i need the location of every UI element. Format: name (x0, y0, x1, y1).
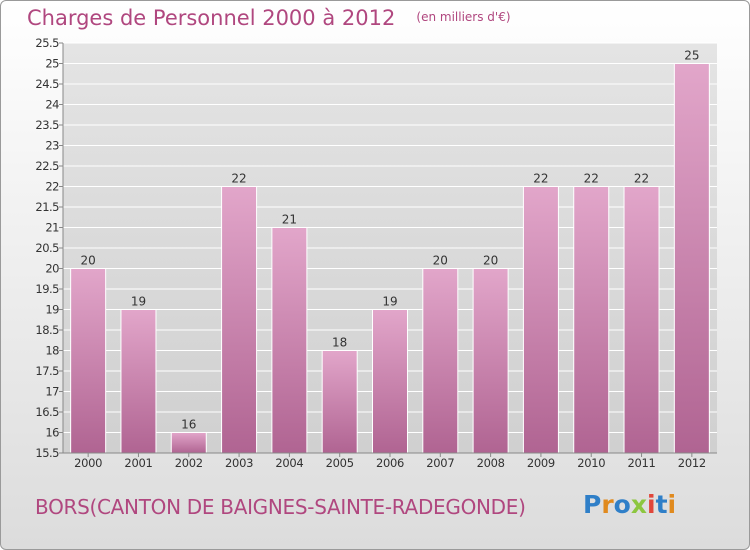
data-label: 22 (231, 172, 246, 186)
y-tick-label: 17.5 (35, 364, 59, 378)
brand-letter: t (655, 490, 668, 519)
brand-letter: o (613, 490, 631, 519)
y-tick-label: 22.5 (35, 159, 59, 173)
y-tick-label: 24.5 (35, 77, 59, 91)
y-tick-label: 22 (45, 180, 59, 194)
data-label: 16 (181, 418, 196, 432)
y-tick-label: 24 (45, 98, 59, 112)
bar (170, 432, 207, 454)
bar (673, 63, 710, 454)
x-tick-label: 2011 (627, 456, 655, 470)
bar (221, 186, 258, 454)
data-label: 20 (433, 254, 448, 268)
brand-letter: i (667, 490, 677, 519)
data-label: 22 (584, 172, 599, 186)
data-label: 21 (282, 213, 297, 227)
y-tick-label: 21.5 (35, 200, 59, 214)
y-tick-label: 16 (45, 426, 59, 440)
bar (70, 268, 107, 454)
data-label: 18 (332, 336, 347, 350)
y-tick-label: 23.5 (35, 118, 59, 132)
bar (623, 186, 660, 454)
data-label: 22 (533, 172, 548, 186)
data-label: 20 (483, 254, 498, 268)
x-tick-label: 2009 (527, 456, 555, 470)
x-tick-label: 2002 (175, 456, 203, 470)
y-tick-label: 21 (45, 221, 59, 235)
bar (422, 268, 459, 454)
y-tick-label: 18.5 (35, 323, 59, 337)
y-tick-label: 25.5 (35, 36, 59, 50)
chart-title: Charges de Personnel 2000 à 2012 (27, 6, 396, 30)
x-tick-label: 2010 (577, 456, 605, 470)
x-tick-label: 2012 (678, 456, 706, 470)
x-tick-label: 2006 (376, 456, 404, 470)
bar (472, 268, 509, 454)
data-label: 19 (382, 295, 397, 309)
bar (120, 309, 157, 454)
y-tick-label: 19 (45, 303, 59, 317)
x-tick-label: 2000 (74, 456, 102, 470)
y-tick-label: 23 (45, 139, 59, 153)
data-label: 19 (131, 295, 146, 309)
y-tick-label: 19.5 (35, 282, 59, 296)
brand-letter: i (647, 490, 656, 519)
x-tick-label: 2003 (225, 456, 253, 470)
x-tick-label: 2004 (275, 456, 303, 470)
x-tick-label: 2001 (124, 456, 152, 470)
y-tick-label: 15.5 (35, 446, 59, 460)
brand-letter: P (583, 490, 602, 519)
brand-letter: r (601, 490, 614, 519)
bar (271, 227, 308, 454)
x-tick-label: 2007 (426, 456, 454, 470)
y-tick-label: 17 (45, 385, 59, 399)
data-label: 20 (81, 254, 96, 268)
title-row: Charges de Personnel 2000 à 2012 (en mil… (27, 6, 511, 30)
y-tick-label: 20 (45, 262, 59, 276)
data-label: 22 (634, 172, 649, 186)
y-tick-label: 16.5 (35, 405, 59, 419)
y-tick-label: 18 (45, 344, 59, 358)
bar (372, 309, 408, 454)
data-label: 25 (684, 49, 699, 63)
y-tick-label: 20.5 (35, 241, 59, 255)
commune-name: BORS(CANTON DE BAIGNES-SAINTE-RADEGONDE) (35, 495, 526, 519)
x-tick-label: 2008 (477, 456, 505, 470)
bar (522, 186, 559, 454)
chart-subtitle: (en milliers d'€) (416, 10, 511, 24)
bar (573, 186, 610, 454)
x-tick-label: 2005 (326, 456, 354, 470)
y-tick-label: 25 (45, 57, 59, 71)
bar (321, 350, 358, 454)
proxiti-logo[interactable]: Proxiti (583, 490, 676, 519)
brand-letter: x (630, 490, 647, 519)
